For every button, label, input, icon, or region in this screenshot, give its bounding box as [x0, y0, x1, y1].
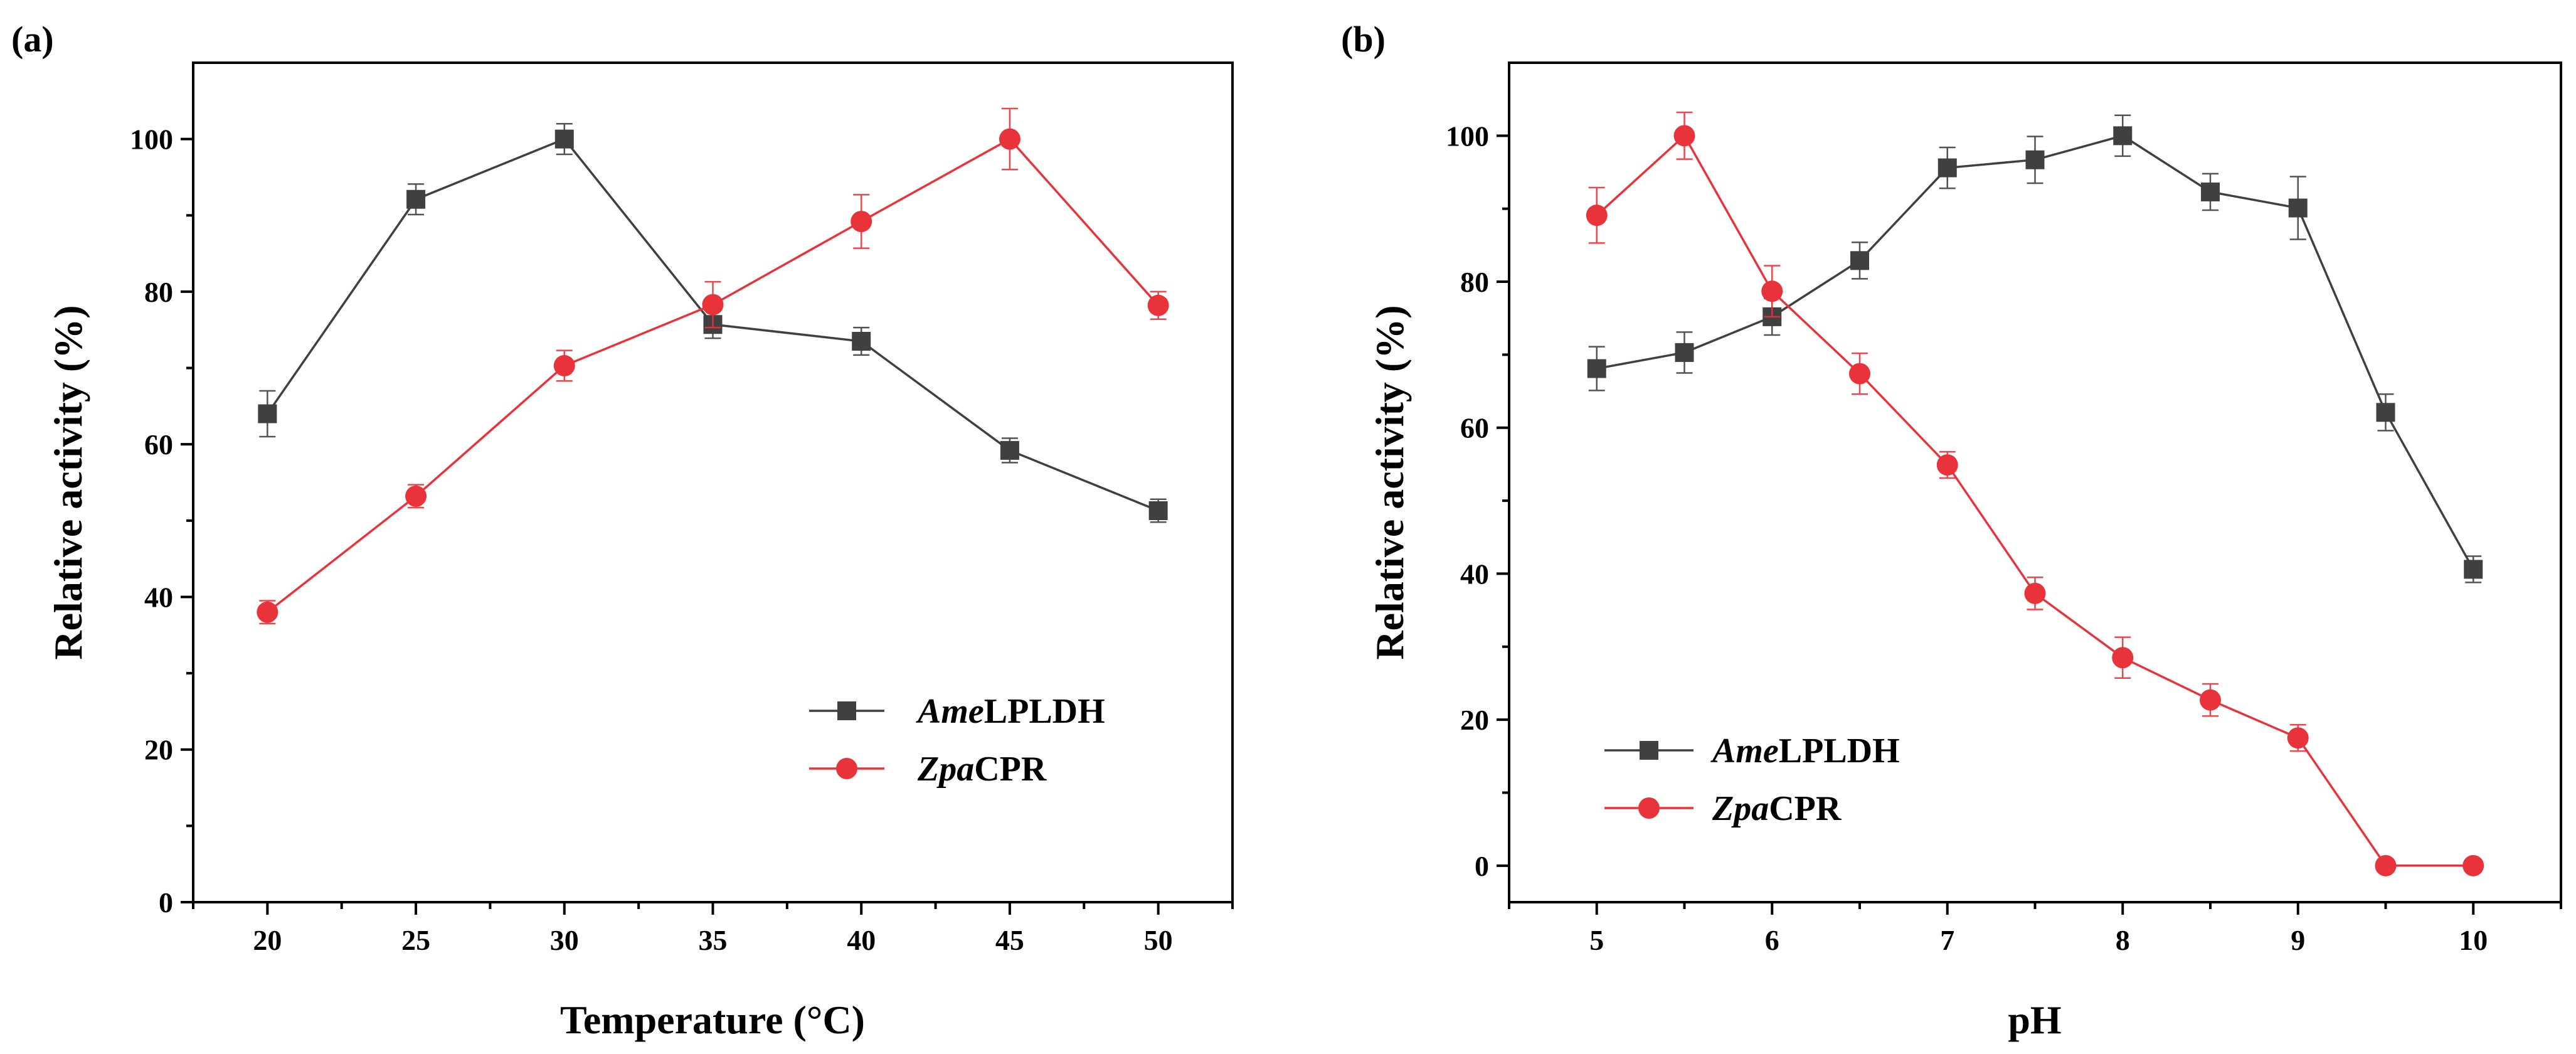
legend-label-b-ame: AmeLPLDH [1710, 732, 1900, 770]
y-tick-label-b-20: 20 [1460, 704, 1489, 736]
data-point-b-ame-7.5 [2025, 150, 2045, 169]
data-point-a-zpa-25 [405, 485, 427, 507]
x-tick-label-b-10: 10 [2459, 924, 2488, 956]
x-tick-label-a-20: 20 [253, 924, 282, 956]
legend-label-italic-b-ame: Ame [1710, 732, 1779, 770]
data-point-b-ame-6.5 [1850, 251, 1869, 270]
chart-b: (b) 0 20 40 60 80 100 5 6 7 8 9 10 pH Relative acti… [1341, 19, 2562, 1042]
legend-label-rest-b-zpa: CPR [1769, 789, 1842, 828]
data-point-b-ame-8 [2113, 126, 2133, 146]
legend-label-a-zpa: ZpaCPR [917, 750, 1047, 789]
y-tick-label-a-60: 60 [144, 429, 173, 460]
data-point-a-ame-45 [1000, 440, 1019, 460]
legend-label-italic-b-zpa: Zpa [1712, 789, 1769, 828]
legend-marker-a-ame [837, 701, 856, 720]
y-tick-label-a-0: 0 [159, 886, 173, 918]
data-point-b-ame-8.5 [2201, 182, 2220, 201]
data-point-a-zpa-30 [553, 354, 575, 376]
chart-a: (a) 0 20 40 60 80 100 20 25 30 35 40 45 50 Temperatu… [11, 19, 1234, 1042]
y-axis-title-a: Relative activity (%) [46, 305, 90, 659]
y-tick-label-a-40: 40 [144, 581, 173, 613]
data-point-b-ame-9.5 [2376, 403, 2395, 422]
legend-a: AmeLPLDH ZpaCPR [809, 692, 1105, 789]
x-tick-label-a-50: 50 [1144, 924, 1173, 956]
x-tick-label-a-35: 35 [699, 924, 728, 956]
data-point-a-zpa-50 [1147, 294, 1169, 316]
x-tick-label-b-9: 9 [2291, 924, 2305, 956]
y-tick-label-b-60: 60 [1460, 412, 1489, 444]
data-point-b-zpa-8 [2112, 647, 2134, 669]
data-point-a-ame-40 [852, 331, 871, 351]
data-point-b-zpa-9.5 [2375, 854, 2397, 876]
data-point-a-ame-25 [406, 189, 426, 209]
data-point-b-zpa-7 [1936, 454, 1958, 476]
legend-label-rest-a-ame: LPLDH [984, 692, 1105, 731]
legend-marker-a-zpa [836, 758, 857, 779]
y-tick-label-a-20: 20 [144, 734, 173, 766]
data-point-b-ame-5.5 [1675, 343, 1694, 362]
data-point-a-zpa-45 [999, 128, 1020, 150]
y-tick-label-b-100: 100 [1446, 120, 1489, 152]
data-point-a-zpa-20 [257, 601, 278, 623]
legend-marker-b-zpa [1638, 797, 1660, 819]
data-point-a-zpa-40 [851, 211, 872, 233]
data-point-b-zpa-6 [1761, 280, 1783, 302]
y-axis-title-b: Relative activity (%) [1367, 305, 1412, 659]
panel-label-b: (b) [1341, 19, 1386, 60]
legend-label-rest-a-zpa: CPR [974, 750, 1047, 789]
x-axis-title-a: Temperature (°C) [560, 998, 865, 1042]
data-point-b-zpa-9 [2287, 727, 2309, 749]
data-point-b-zpa-7.5 [2024, 582, 2046, 604]
data-point-b-ame-10 [2464, 560, 2483, 579]
x-tick-label-a-40: 40 [847, 924, 876, 956]
y-tick-label-a-80: 80 [144, 276, 173, 308]
legend-label-rest-b-ame: LPLDH [1779, 732, 1900, 770]
series-a [257, 107, 1169, 625]
data-point-b-ame-9 [2288, 198, 2308, 218]
data-point-b-zpa-5 [1586, 205, 1608, 226]
y-tick-label-b-40: 40 [1460, 558, 1489, 590]
data-point-b-zpa-8.5 [2200, 689, 2221, 711]
legend-label-italic-a-ame: Ame [916, 692, 984, 731]
legend-label-b-zpa: ZpaCPR [1712, 789, 1842, 828]
x-tick-label-a-25: 25 [401, 924, 430, 956]
data-point-a-ame-30 [554, 129, 574, 149]
y-tick-label-b-0: 0 [1475, 850, 1489, 882]
x-tick-label-b-7: 7 [1940, 924, 1954, 956]
series-b [1586, 111, 2484, 876]
ticks-b: 0 20 40 60 80 100 5 6 7 8 9 10 [1446, 120, 2562, 956]
data-point-a-zpa-35 [702, 294, 724, 316]
data-point-a-ame-50 [1148, 501, 1168, 521]
x-tick-label-b-5: 5 [1589, 924, 1604, 956]
data-point-b-zpa-5.5 [1673, 125, 1695, 147]
y-tick-label-b-80: 80 [1460, 266, 1489, 298]
data-point-b-ame-7 [1937, 158, 1957, 178]
legend-label-a-ame: AmeLPLDH [916, 692, 1105, 731]
data-point-b-zpa-10 [2462, 854, 2484, 876]
panel-label-a: (a) [11, 19, 54, 60]
x-tick-label-a-45: 45 [995, 924, 1024, 956]
legend-label-italic-a-zpa: Zpa [917, 750, 974, 789]
legend-marker-b-ame [1640, 741, 1658, 760]
x-axis-title-b: pH [2008, 998, 2061, 1042]
legend-b: AmeLPLDH ZpaCPR [1604, 732, 1900, 828]
data-point-a-ame-20 [258, 404, 277, 423]
y-tick-label-a-100: 100 [130, 124, 173, 156]
data-point-b-zpa-6.5 [1849, 363, 1870, 385]
x-tick-label-a-30: 30 [550, 924, 579, 956]
ticks-a: 0 20 40 60 80 100 20 25 30 35 40 45 50 [130, 124, 1234, 956]
data-point-b-ame-5 [1587, 359, 1606, 378]
x-tick-label-b-8: 8 [2116, 924, 2130, 956]
x-tick-label-b-6: 6 [1765, 924, 1779, 956]
